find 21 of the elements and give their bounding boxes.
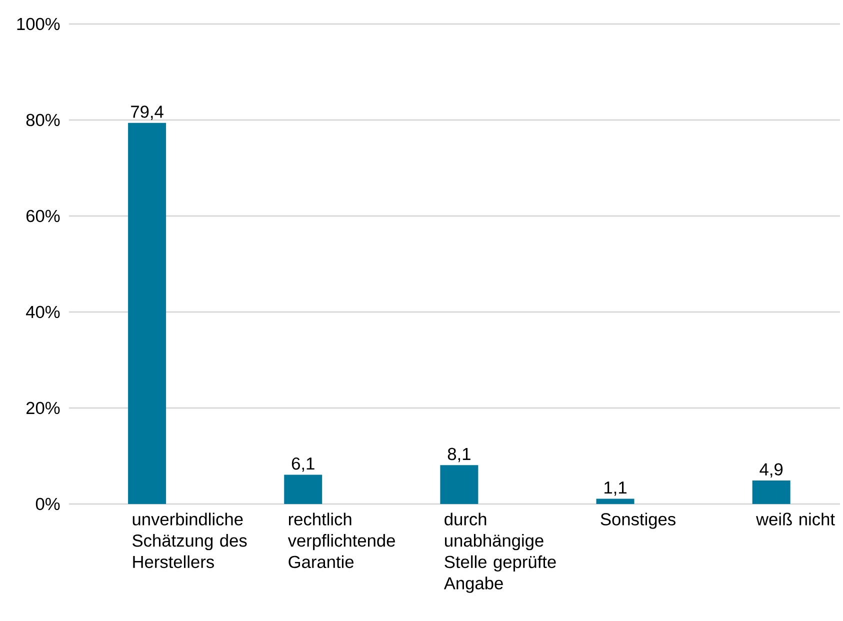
- y-tick-label: 60%: [26, 210, 60, 222]
- data-label: 79,4: [131, 106, 164, 120]
- y-tick-label: 0%: [36, 498, 60, 510]
- x-tick-label: weiß nicht: [756, 512, 835, 526]
- data-label: 1,1: [604, 482, 626, 496]
- x-tick-label: rechtlich verpflichtende Garantie: [288, 512, 395, 568]
- bar: [440, 465, 478, 504]
- data-label: 4,9: [760, 463, 783, 478]
- y-tick-label: 100%: [17, 18, 60, 30]
- bar: [128, 122, 166, 504]
- data-label: 8,1: [448, 448, 470, 462]
- bar: [596, 498, 634, 504]
- y-tick-label: 20%: [26, 402, 60, 414]
- x-tick-label: unverbindliche Schätzung des Herstellers: [132, 512, 247, 568]
- data-label: 6,1: [292, 457, 314, 472]
- y-tick-label: 40%: [26, 306, 60, 318]
- x-tick-label: Sonstiges: [600, 512, 676, 529]
- bar: [752, 480, 790, 504]
- x-tick-label: durch unabhängige Stelle geprüfte Angabe: [444, 512, 556, 593]
- bar: [284, 474, 322, 504]
- y-tick-label: 80%: [26, 114, 60, 126]
